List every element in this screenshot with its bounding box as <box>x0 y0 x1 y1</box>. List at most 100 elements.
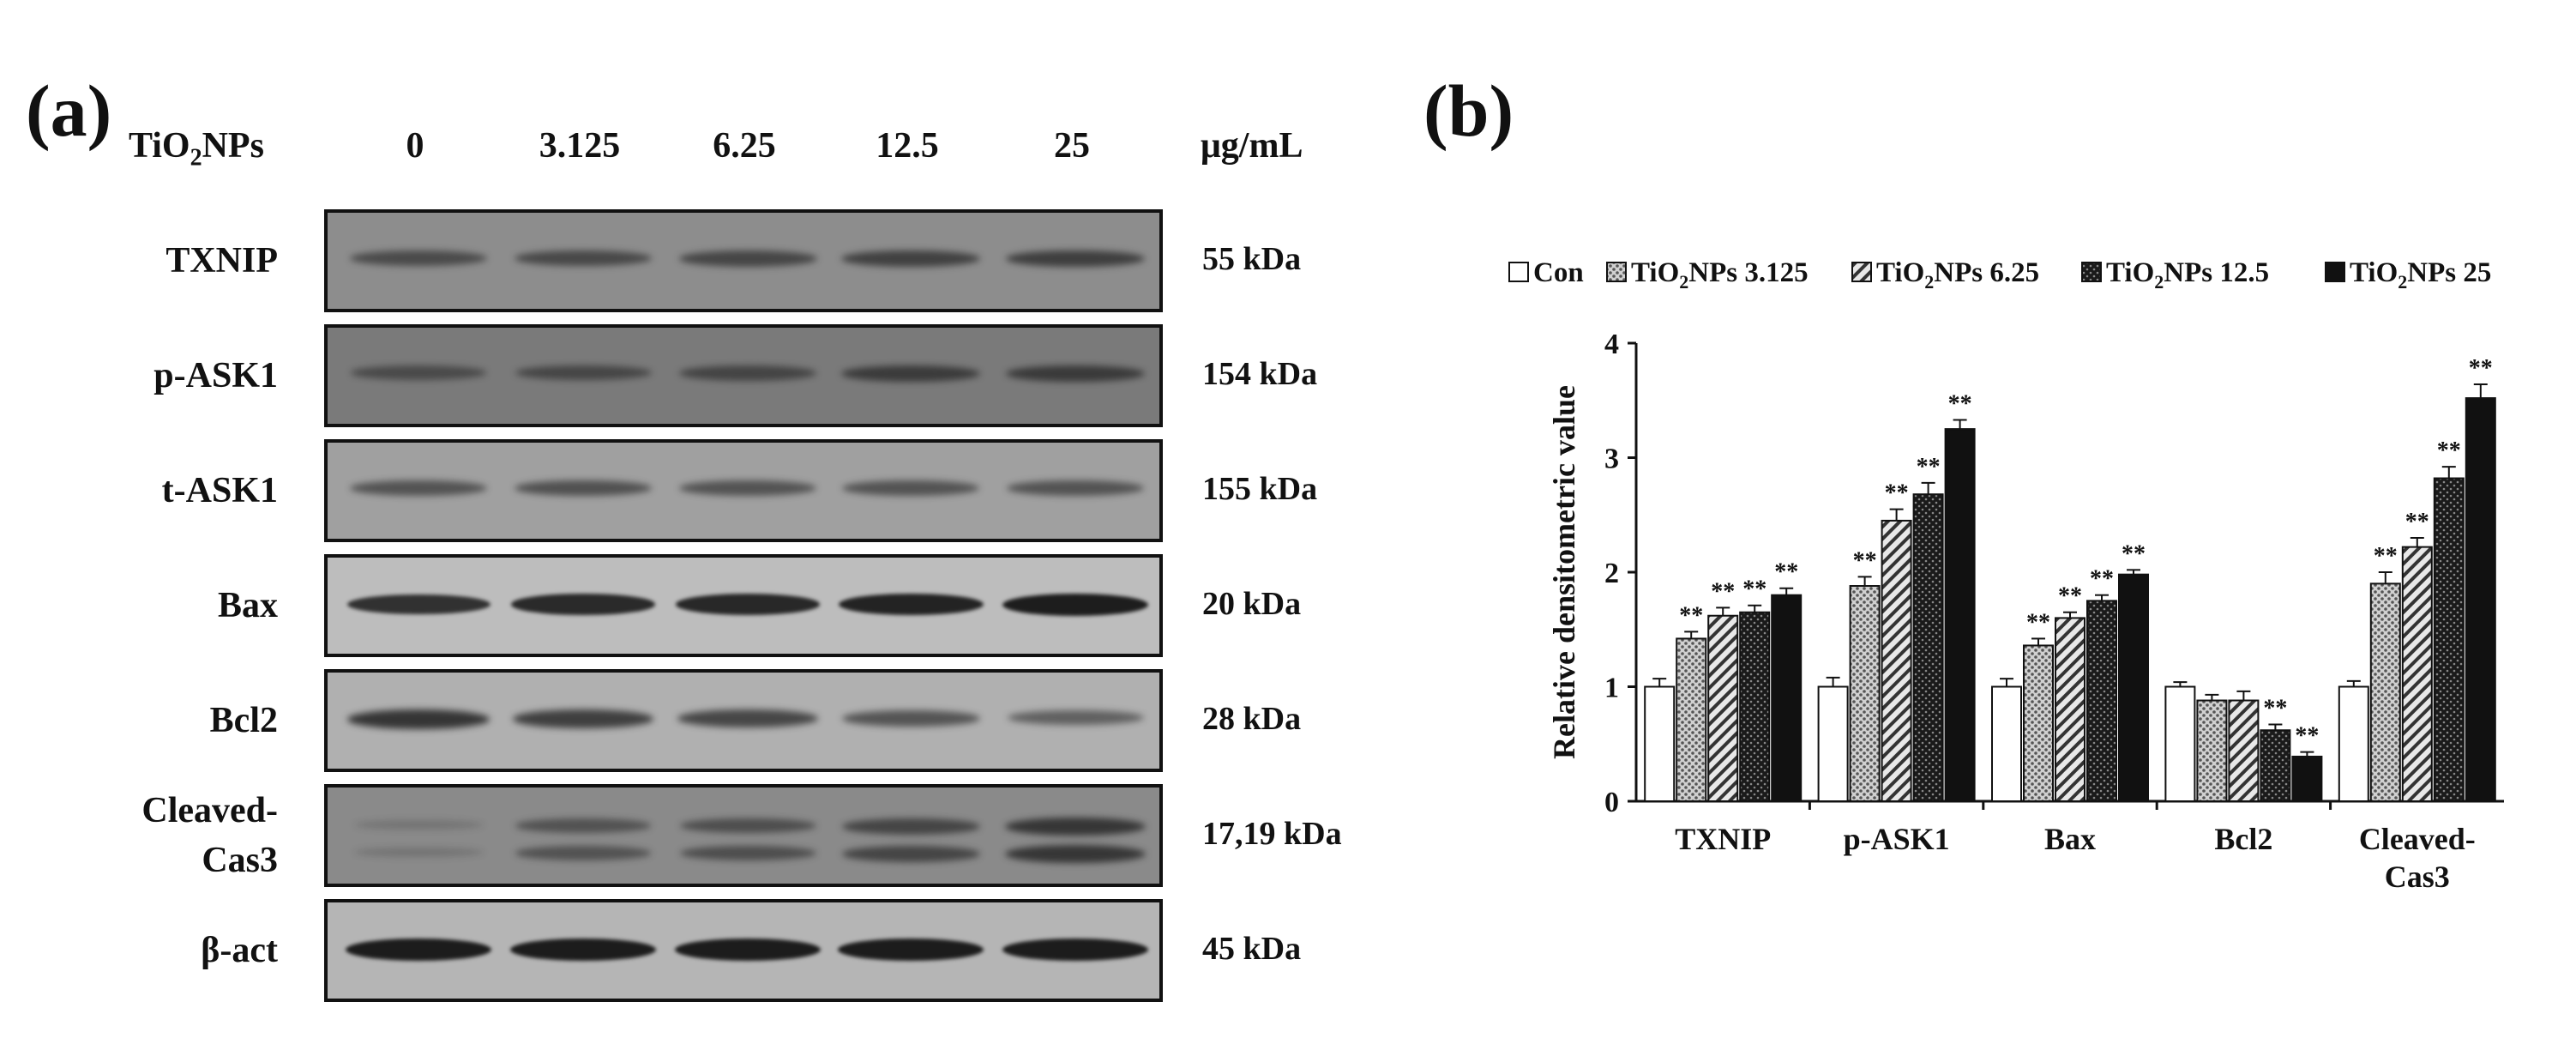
blot-band <box>841 709 980 727</box>
blot-band <box>841 818 980 835</box>
legend-label: TiO2NPs 25 <box>2350 257 2491 293</box>
bar <box>2291 755 2323 802</box>
bar <box>2086 600 2117 802</box>
x-tick-label: Bcl2 <box>2214 822 2272 856</box>
blot-band <box>350 250 487 266</box>
bar <box>2196 699 2228 803</box>
significance-label: ** <box>2437 438 2461 464</box>
blot-strip <box>324 209 1163 312</box>
blot-band <box>515 846 651 860</box>
blot-band <box>515 818 651 833</box>
significance-label: ** <box>2090 566 2114 593</box>
bar <box>1739 611 1771 802</box>
blot-band <box>677 709 818 727</box>
blot-kda-label: 20 kDa <box>1202 586 1302 622</box>
bar <box>2465 397 2496 802</box>
blot-strip <box>324 669 1163 772</box>
x-tick-label: Cleaved- Cas3 <box>2359 822 2476 894</box>
legend-swatch <box>1851 262 1872 282</box>
blot-protein-label: p-ASK1 <box>153 356 278 395</box>
significance-label: ** <box>2058 583 2082 610</box>
blot-band <box>1005 250 1146 268</box>
blot-band <box>346 938 491 961</box>
x-tick-label-line: Cleaved- <box>2359 822 2476 856</box>
significance-label: ** <box>1679 602 1703 629</box>
y-tick-label: 2 <box>1604 558 1619 589</box>
blot-band <box>350 480 487 496</box>
blot-strip <box>324 784 1163 887</box>
dose-label: 12.5 <box>876 126 939 166</box>
legend-text: TiO <box>2106 257 2154 288</box>
blot-band <box>842 480 979 496</box>
legend-swatch <box>1508 262 1529 282</box>
blot-band <box>512 709 654 728</box>
blot-strip <box>324 899 1163 1002</box>
legend-text: NPs 6.25 <box>1934 257 2039 288</box>
bar <box>2433 477 2465 802</box>
dose-label: 6.25 <box>713 126 776 166</box>
blot-band <box>838 938 984 961</box>
significance-label: ** <box>2122 540 2146 567</box>
blot-band <box>1007 480 1144 496</box>
blot-kda-label: 55 kDa <box>1202 241 1302 277</box>
blot-band <box>679 480 816 496</box>
bar-chart: Con TiO2NPs 3.125 TiO2NPs 6.25 TiO2NPs 12.5… <box>1508 257 2504 894</box>
significance-label: ** <box>1885 480 1909 507</box>
significance-label: ** <box>1948 390 1972 417</box>
blot-band <box>841 365 980 382</box>
legend-label: Con <box>1533 257 1584 288</box>
significance-label: ** <box>2469 355 2493 382</box>
significance-label: ** <box>1917 454 1941 480</box>
significance-label: ** <box>1742 576 1766 603</box>
blot-protein-label: TXNIP <box>166 241 278 281</box>
blot-band <box>675 938 821 961</box>
blot-band <box>841 845 980 862</box>
legend-subscript: 2 <box>2398 271 2407 293</box>
treatment-prefix: TiO <box>129 126 190 166</box>
bar <box>1944 428 1976 802</box>
treatment-suffix: NPs <box>202 126 264 166</box>
blot-kda-label: 17,19 kDa <box>1202 816 1342 852</box>
blot-strip <box>324 439 1163 542</box>
bar <box>2369 582 2401 802</box>
significance-label: ** <box>2263 696 2287 722</box>
blot-band <box>353 847 484 857</box>
blot-band <box>514 480 653 497</box>
blot-band <box>346 594 491 615</box>
bar <box>2338 685 2369 802</box>
blot-band <box>679 846 816 861</box>
dose-label: 0 <box>406 126 424 166</box>
blot-band <box>1005 845 1146 864</box>
bar <box>1817 685 1849 802</box>
legend-label: TiO2NPs 6.25 <box>1876 257 2039 293</box>
blot-band <box>347 709 490 729</box>
bar <box>1676 637 1707 802</box>
blot-protein-label: Cleaved- Cas3 <box>141 791 278 880</box>
blot-kda-label: 45 kDa <box>1202 931 1302 967</box>
blot-kda-label: 28 kDa <box>1202 701 1302 737</box>
bar <box>1912 493 1944 802</box>
bar <box>1771 594 1803 803</box>
dose-label: 3.125 <box>539 126 621 166</box>
bar <box>2164 685 2196 802</box>
significance-label: ** <box>2295 723 2319 750</box>
blot-protein-label: t-ASK1 <box>161 471 278 510</box>
legend-text: NPs 12.5 <box>2164 257 2269 288</box>
bar <box>2401 546 2433 802</box>
blot-band <box>678 250 817 267</box>
significance-label: ** <box>2026 609 2050 636</box>
blot-band <box>353 819 484 830</box>
x-tick-label-line: Cas3 <box>2385 860 2450 894</box>
bar <box>1707 614 1739 802</box>
legend-text: TiO <box>1876 257 1924 288</box>
legend-swatch <box>1606 262 1627 282</box>
x-tick-label-line: TXNIP <box>1675 822 1771 856</box>
blot-band <box>515 365 652 381</box>
blot-band <box>1005 818 1146 836</box>
blot-strip <box>324 324 1163 427</box>
blot-band <box>679 818 816 834</box>
x-tick-label: TXNIP <box>1675 822 1771 856</box>
blot-band <box>1002 594 1148 616</box>
legend-text: NPs 3.125 <box>1688 257 1808 288</box>
legend-swatch <box>2081 262 2102 282</box>
